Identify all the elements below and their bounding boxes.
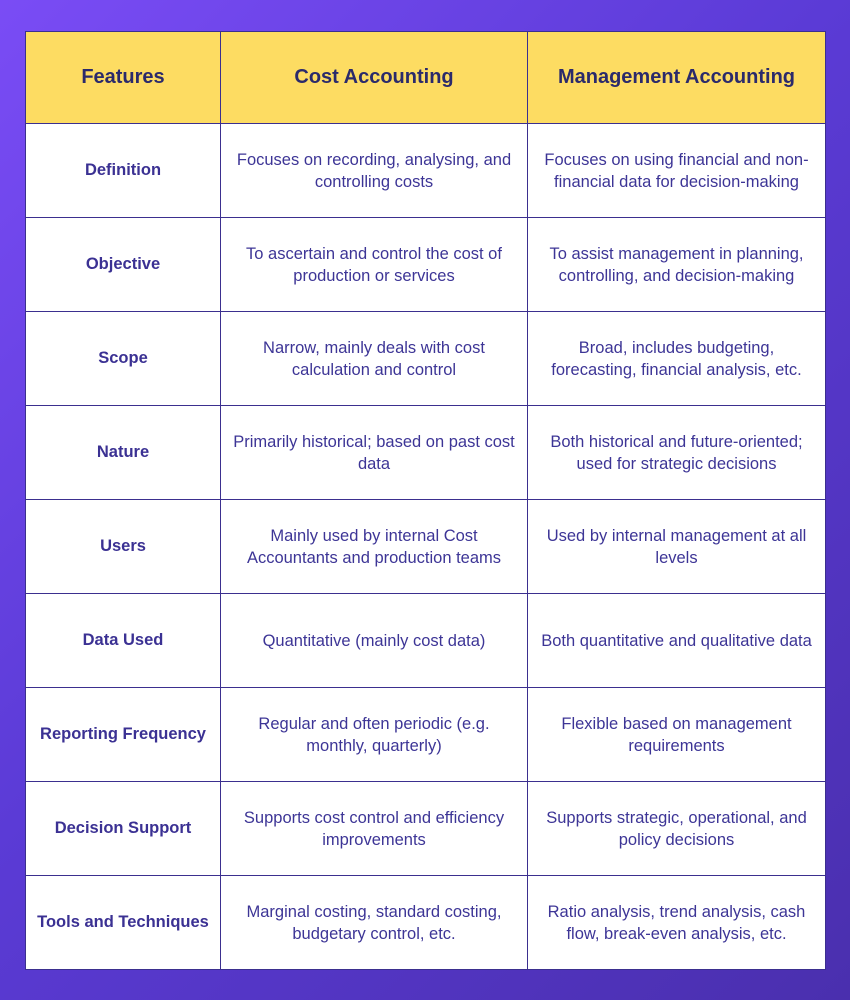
row-feature: Data Used — [25, 593, 221, 688]
row-management-value: Flexible based on management requirement… — [527, 687, 826, 782]
row-feature: Objective — [25, 217, 221, 312]
row-feature: Tools and Techniques — [25, 875, 221, 970]
table-row: Scope Narrow, mainly deals with cost cal… — [25, 311, 826, 406]
row-cost-value: Focuses on recording, analysing, and con… — [220, 123, 528, 218]
row-management-value: Both quantitative and qualitative data — [527, 593, 826, 688]
row-cost-value: Narrow, mainly deals with cost calculati… — [220, 311, 528, 406]
row-cost-value: Mainly used by internal Cost Accountants… — [220, 499, 528, 594]
row-feature: Reporting Frequency — [25, 687, 221, 782]
row-feature: Scope — [25, 311, 221, 406]
table-row: Tools and Techniques Marginal costing, s… — [25, 875, 826, 970]
row-cost-value: Primarily historical; based on past cost… — [220, 405, 528, 500]
row-feature: Definition — [25, 123, 221, 218]
table-row: Decision Support Supports cost control a… — [25, 781, 826, 876]
row-cost-value: Supports cost control and efficiency imp… — [220, 781, 528, 876]
row-feature: Users — [25, 499, 221, 594]
header-row: Features Cost Accounting Management Acco… — [25, 31, 826, 124]
row-feature: Nature — [25, 405, 221, 500]
header-management-accounting: Management Accounting — [527, 31, 826, 124]
header-cost-accounting: Cost Accounting — [220, 31, 528, 124]
table-row: Users Mainly used by internal Cost Accou… — [25, 499, 826, 594]
row-management-value: To assist management in planning, contro… — [527, 217, 826, 312]
comparison-table-container: Features Cost Accounting Management Acco… — [25, 31, 826, 970]
row-management-value: Supports strategic, operational, and pol… — [527, 781, 826, 876]
row-feature: Decision Support — [25, 781, 221, 876]
comparison-table: Features Cost Accounting Management Acco… — [25, 31, 826, 970]
table-row: Nature Primarily historical; based on pa… — [25, 405, 826, 500]
row-management-value: Focuses on using financial and non-finan… — [527, 123, 826, 218]
table-row: Definition Focuses on recording, analysi… — [25, 123, 826, 218]
row-management-value: Both historical and future-oriented; use… — [527, 405, 826, 500]
table-row: Data Used Quantitative (mainly cost data… — [25, 593, 826, 688]
row-cost-value: To ascertain and control the cost of pro… — [220, 217, 528, 312]
header-features: Features — [25, 31, 221, 124]
row-management-value: Broad, includes budgeting, forecasting, … — [527, 311, 826, 406]
row-cost-value: Quantitative (mainly cost data) — [220, 593, 528, 688]
row-management-value: Ratio analysis, trend analysis, cash flo… — [527, 875, 826, 970]
row-cost-value: Regular and often periodic (e.g. monthly… — [220, 687, 528, 782]
table-row: Objective To ascertain and control the c… — [25, 217, 826, 312]
row-management-value: Used by internal management at all level… — [527, 499, 826, 594]
row-cost-value: Marginal costing, standard costing, budg… — [220, 875, 528, 970]
table-row: Reporting Frequency Regular and often pe… — [25, 687, 826, 782]
